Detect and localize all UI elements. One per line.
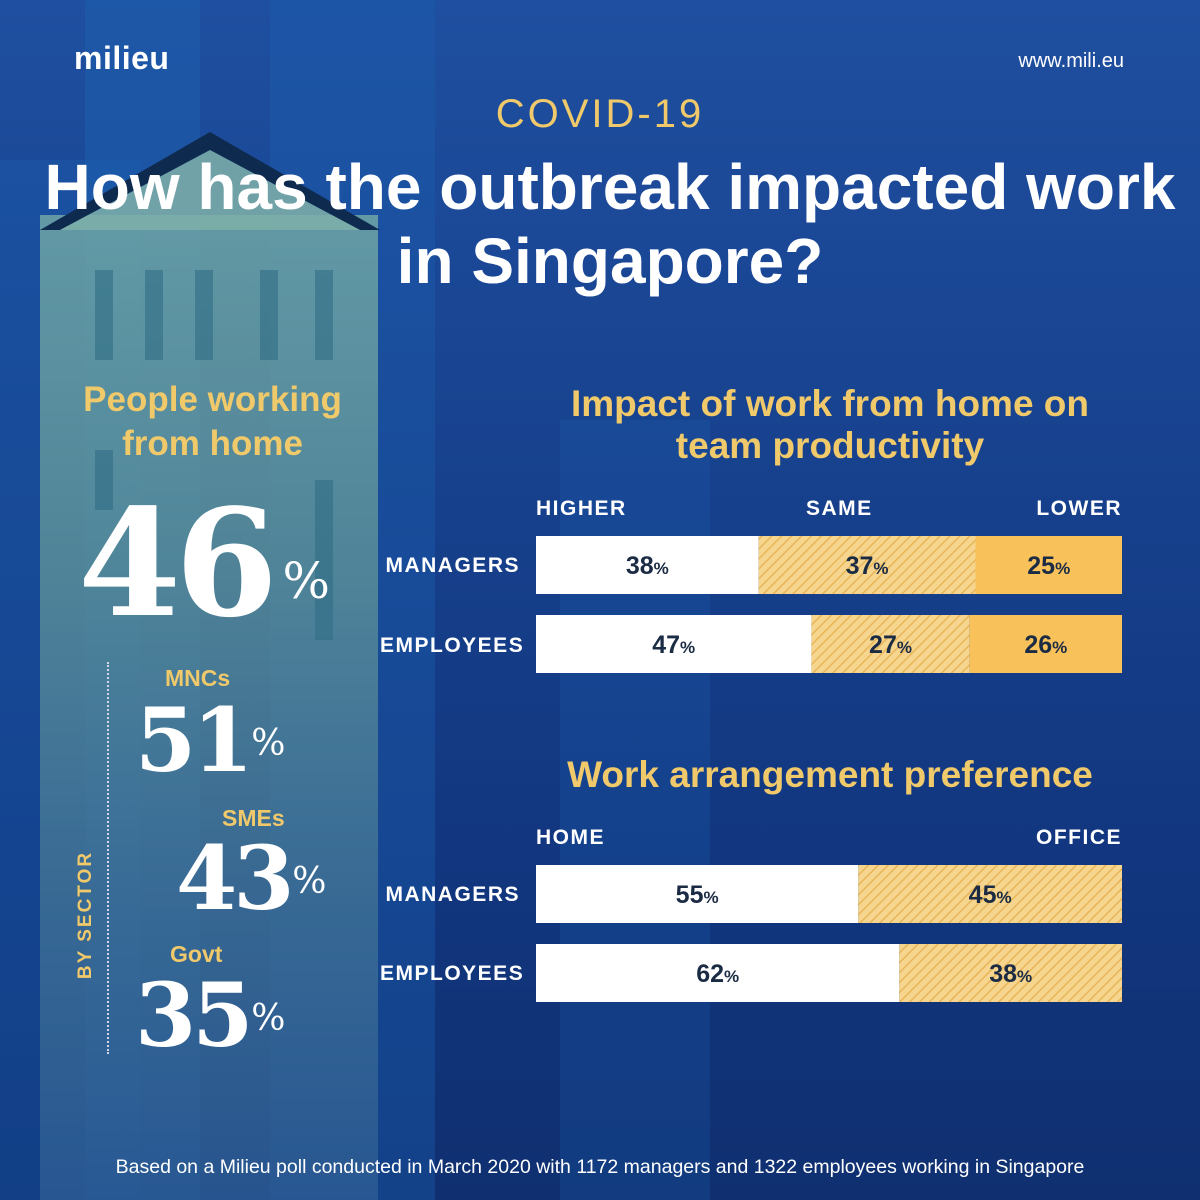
chart-title-productivity: Impact of work from home on team product… <box>570 383 1090 466</box>
sector-divider <box>107 662 109 1054</box>
sector-stat-mncs: 51% <box>135 688 286 792</box>
sector-stat-smes: 43% <box>176 826 327 930</box>
chart-title-preference: Work arrangement preference <box>567 754 1093 795</box>
window-shape <box>195 270 213 360</box>
row-label-employees: EMPLOYEES <box>380 634 525 657</box>
window-shape <box>95 270 113 360</box>
bar-segment-home-managers <box>536 865 859 923</box>
row-label-managers: MANAGERS <box>385 554 520 577</box>
bar-value-label: 26% <box>1024 631 1067 659</box>
percent-sign: % <box>282 552 330 610</box>
column-header-same: SAME <box>806 497 873 520</box>
bar-value-label: 27% <box>869 631 912 659</box>
window-shape <box>95 450 113 510</box>
window-shape <box>315 270 333 360</box>
column-header-home: HOME <box>536 826 605 849</box>
milieu-logo: milieu <box>74 40 170 76</box>
website-url[interactable]: www.mili.eu <box>1018 50 1124 72</box>
bar-value-label: 25% <box>1027 552 1070 580</box>
bar-segment-office-managers <box>858 865 1122 923</box>
sector-label-govt: Govt <box>170 941 223 967</box>
bar-segment-same-employees <box>811 615 970 673</box>
wfh-title: People working from home <box>83 380 342 463</box>
sector-stat-govt: 35% <box>135 963 286 1067</box>
bar-segment-office-employees <box>899 944 1122 1002</box>
row-label-managers: MANAGERS <box>385 883 520 906</box>
window-shape <box>145 270 163 360</box>
bar-value-label: 45% <box>969 881 1012 909</box>
bar-value-label: 62% <box>696 960 739 988</box>
bar-segment-higher-employees <box>536 615 812 673</box>
window-shape <box>260 270 278 360</box>
sector-label-mncs: MNCs <box>165 665 231 691</box>
row-label-employees: EMPLOYEES <box>380 962 525 985</box>
bar-value-label: 55% <box>676 881 719 909</box>
footnote: Based on a Milieu poll conducted in Marc… <box>115 1156 1085 1178</box>
sector-label-smes: SMEs <box>222 805 285 831</box>
column-header-office: OFFICE <box>1036 826 1122 849</box>
eyebrow-title: COVID-19 <box>495 92 705 136</box>
bar-value-label: 38% <box>626 552 669 580</box>
bar-value-label: 37% <box>846 552 889 580</box>
bar-segment-same-managers <box>758 536 976 594</box>
house-roof-icon <box>40 132 380 230</box>
background-house <box>40 215 378 1200</box>
wfh-overall-stat: 46% <box>78 488 330 638</box>
bar-value-label: 38% <box>989 960 1032 988</box>
bar-segment-home-employees <box>536 944 900 1002</box>
bar-segment-lower-managers <box>975 536 1122 594</box>
window-shape <box>315 480 333 640</box>
bar-value-label: 47% <box>652 631 695 659</box>
column-header-higher: HIGHER <box>536 497 627 520</box>
column-header-lower: LOWER <box>1036 497 1122 520</box>
bar-segment-higher-managers <box>536 536 759 594</box>
page-title: How has the outbreak impacted work in Si… <box>44 151 1176 297</box>
wfh-overall-value: 46 <box>78 476 278 650</box>
bar-segment-lower-employees <box>969 615 1122 673</box>
